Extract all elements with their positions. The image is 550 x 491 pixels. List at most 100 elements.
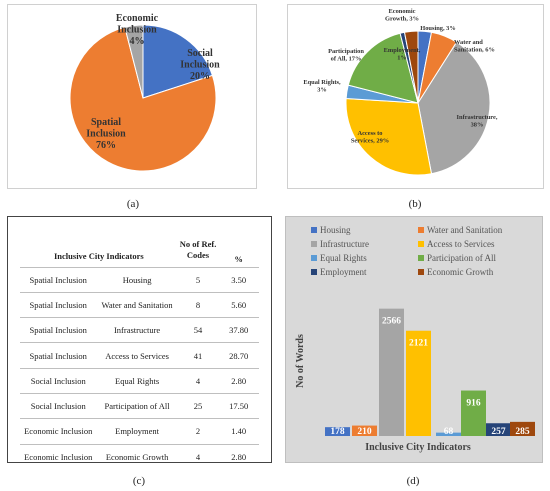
percent-cell: 2.80	[218, 367, 259, 394]
table-row: Social Inclusion Participation of All 25 17…	[20, 392, 259, 419]
table-row: Economic Inclusion Employment 2 1.40	[20, 418, 259, 445]
bar-value-participation-of-all: 916	[466, 399, 481, 409]
ref-codes-cell: 8	[177, 291, 219, 318]
table-header-ref-codes: No of Ref. Codes	[179, 239, 217, 260]
pie-chart-b-panel: Housing, 3% Water and Sanitation, 6% Infras…	[287, 4, 544, 189]
legend-label-water-and-sanitation: Water and Sanitation	[427, 225, 503, 235]
bar-infrastructure	[379, 308, 404, 436]
bar-chart-d-panel: Housing Water and Sanitation Infrastructur…	[285, 216, 543, 463]
indicators-table-panel: Inclusive City Indicators No of Ref. Cod…	[7, 216, 272, 470]
group-cell: Spatial Inclusion	[20, 342, 97, 369]
table-row: Social Inclusion Equal Rights 4 2.80	[20, 367, 259, 394]
ref-codes-cell: 4	[177, 443, 219, 470]
table-row: Economic Inclusion Economic Growth 4 2.80	[20, 443, 259, 470]
legend-label-employment: Employment	[320, 267, 367, 277]
bar-access-to-services	[406, 330, 431, 436]
indicator-cell: Housing	[96, 266, 178, 293]
caption-b: (b)	[408, 198, 422, 210]
pie-b-label-participation-of-all: Participation of All, 17%	[328, 48, 364, 62]
indicator-cell: Access to Services	[96, 342, 178, 369]
percent-cell: 1.40	[218, 418, 259, 445]
legend-swatch-water-and-sanitation	[418, 227, 424, 233]
bar-chart-d: Housing Water and Sanitation Infrastructur…	[295, 225, 535, 453]
pie-b-label-infrastructure: Infrastructure, 38%	[457, 114, 498, 128]
pie-b-label-equal-rights: Equal Rights, 3%	[303, 79, 341, 93]
bar-value-water-and-sanitation: 210	[357, 427, 372, 437]
indicator-cell: Participation of All	[96, 392, 178, 419]
pie-b-slice-access-to-services	[345, 97, 433, 176]
bar-economic-growth	[510, 421, 535, 436]
pie-a-slice-economic-inclusion	[124, 24, 144, 99]
table-header-percent: %	[234, 253, 243, 264]
percent-cell: 5.60	[218, 291, 259, 318]
pie-a-slice-social-inclusion	[142, 24, 214, 99]
indicator-cell: Employment	[96, 418, 178, 445]
indicator-cell: Water and Sanitation	[96, 291, 178, 318]
legend-label-equal-rights: Equal Rights	[320, 253, 367, 263]
table-header-indicators: Inclusive City Indicators	[53, 250, 144, 261]
table-row: Spatial Inclusion Water and Sanitation 8 5.…	[20, 291, 259, 318]
legend-swatch-employment	[311, 269, 317, 275]
bar-value-equal-rights: 68	[444, 427, 454, 437]
group-cell: Social Inclusion	[20, 392, 97, 419]
ref-codes-cell: 5	[177, 266, 219, 293]
y-axis-label: No of Words	[295, 334, 306, 388]
caption-c: (c)	[132, 475, 146, 487]
group-cell: Spatial Inclusion	[20, 291, 97, 318]
indicator-cell: Equal Rights	[96, 367, 178, 394]
bar-value-infrastructure: 2566	[382, 317, 401, 327]
pie-b-slice-participation-of-all	[347, 32, 419, 104]
pie-b-slice-economic-growth	[403, 30, 419, 104]
indicators-table: Inclusive City Indicators No of Ref. Cod…	[20, 223, 259, 470]
pie-a-label-economic-inclusion: Economic Inclusion 4%	[116, 13, 159, 47]
pie-chart-a: Social Inclusion 20% Spatial Inclusion 76% Eco…	[69, 13, 220, 172]
percent-cell: 3.50	[218, 266, 259, 293]
group-cell: Spatial Inclusion	[20, 266, 97, 293]
bar-value-employment: 257	[491, 427, 506, 437]
table-body: Spatial Inclusion Housing 5 3.50 Spatial Inc…	[20, 266, 259, 470]
pie-b-label-access-to-services: Access to Services, 29%	[351, 130, 389, 144]
legend-label-access-to-services: Access to Services	[427, 239, 495, 249]
pie-chart-b: Housing, 3% Water and Sanitation, 6% Infras…	[303, 8, 498, 176]
group-cell: Economic Inclusion	[20, 443, 97, 470]
pie-a-label-social-inclusion: Social Inclusion 20%	[180, 48, 220, 82]
pie-b-label-employment: Employment, 1%	[384, 47, 421, 61]
legend-swatch-economic-growth	[418, 269, 424, 275]
group-cell: Spatial Inclusion	[20, 317, 97, 343]
bar-value-economic-growth: 285	[515, 427, 530, 437]
pie-b-label-economic-growth: Economic Growth, 3%	[385, 8, 419, 22]
pie-b-label-water-and-sanitation: Water and Sanitation, 6%	[454, 39, 495, 53]
pie-a-slice-spatial-inclusion	[69, 26, 217, 172]
pie-b-slice-infrastructure	[417, 41, 491, 175]
bar-employment	[486, 423, 511, 436]
indicator-cell: Infrastructure	[96, 317, 178, 343]
legend-swatch-housing	[311, 227, 317, 233]
ref-codes-cell: 4	[177, 367, 219, 394]
legend-swatch-equal-rights	[311, 255, 317, 261]
percent-cell: 2.80	[218, 443, 259, 470]
legend-swatch-participation-of-all	[418, 255, 424, 261]
percent-cell: 37.80	[218, 317, 259, 343]
x-axis-label: Inclusive City Indicators	[365, 442, 471, 453]
table-row: Spatial Inclusion Infrastructure 54 37.80	[20, 317, 259, 343]
legend-label-infrastructure: Infrastructure	[320, 239, 369, 249]
bar-value-housing: 178	[330, 427, 345, 437]
bar-participation-of-all	[461, 390, 486, 436]
group-cell: Economic Inclusion	[20, 418, 97, 445]
pie-chart-a-panel: Social Inclusion 20% Spatial Inclusion 76% Eco…	[7, 4, 257, 189]
legend-label-economic-growth: Economic Growth	[427, 267, 494, 277]
table-row: Spatial Inclusion Access to Services 41 28.…	[20, 342, 259, 369]
percent-cell: 28.70	[218, 342, 259, 369]
table-row: Spatial Inclusion Housing 5 3.50	[20, 266, 259, 293]
legend-swatch-infrastructure	[311, 241, 317, 247]
legend-label-participation-of-all: Participation of All	[427, 253, 496, 263]
bar-housing	[325, 427, 350, 436]
ref-codes-cell: 25	[177, 392, 219, 419]
pie-b-label-housing: Housing, 3%	[420, 25, 456, 32]
indicator-cell: Economic Growth	[96, 443, 178, 470]
legend-label-housing: Housing	[320, 225, 351, 235]
group-cell: Social Inclusion	[20, 367, 97, 394]
caption-d: (d)	[406, 475, 420, 487]
ref-codes-cell: 54	[177, 317, 219, 343]
percent-cell: 17.50	[218, 392, 259, 419]
